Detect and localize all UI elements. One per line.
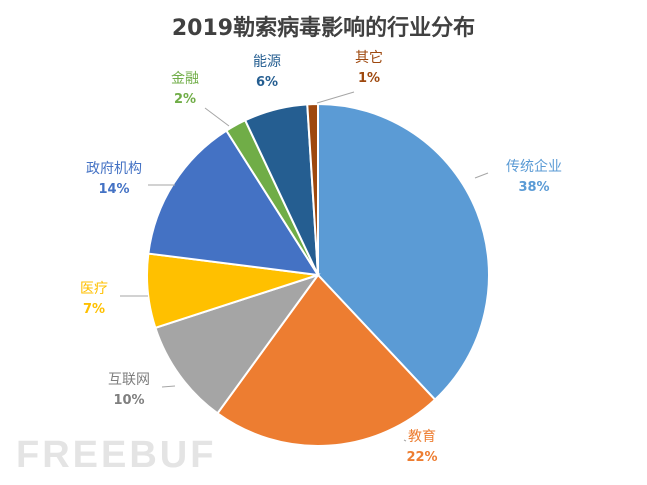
pie-slice-8	[306, 102, 319, 276]
slice-label-name-1: 传统企业	[506, 158, 562, 175]
leader-line-6	[204, 107, 230, 127]
slice-label-name-2: 教育	[408, 429, 436, 445]
leader-line-8	[316, 91, 355, 104]
pie-slice-3	[154, 273, 321, 415]
slice-label-name-3: 互联网	[108, 372, 150, 388]
slice-label-name-4: 医疗	[80, 281, 108, 297]
slice-label-name-8: 其它	[355, 49, 383, 66]
watermark-logo: FREEBUF	[16, 434, 217, 476]
slice-label-pct-6: 2%	[174, 92, 196, 107]
pie-slice-2	[216, 273, 437, 447]
slice-label-pct-8: 1%	[358, 71, 380, 86]
slice-label-name-6: 金融	[171, 71, 199, 87]
slice-label-pct-3: 10%	[113, 393, 144, 408]
slice-label-pct-5: 14%	[98, 182, 129, 197]
leader-line-3	[161, 385, 176, 388]
slice-label-name-5: 政府机构	[86, 161, 142, 177]
pie-slice-5	[147, 129, 320, 277]
slice-label-pct-2: 22%	[406, 450, 437, 465]
slice-label-pct-4: 7%	[83, 302, 105, 317]
slice-label-name-7: 能源	[253, 54, 281, 70]
leader-line-1	[474, 172, 489, 179]
chart-title: 2019勒索病毒影响的行业分布	[171, 16, 476, 41]
slice-label-pct-1: 38%	[518, 180, 549, 195]
pie-slice-1	[317, 102, 490, 402]
leader-line-2	[403, 439, 407, 442]
slice-label-pct-7: 6%	[256, 75, 278, 90]
